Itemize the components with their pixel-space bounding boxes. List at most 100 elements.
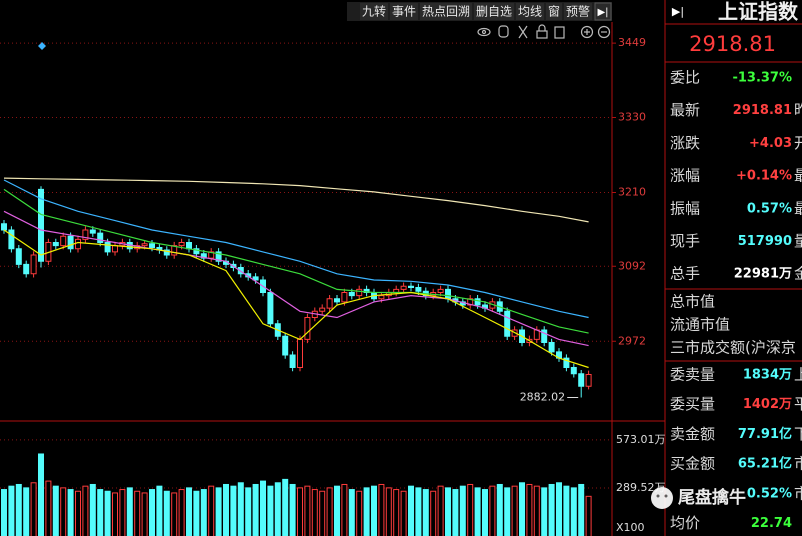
y-tick-label: 3449 (618, 36, 646, 49)
hand-icon[interactable] (498, 25, 509, 38)
row-label: 委买量 (670, 395, 715, 413)
row-label: 均价 (670, 514, 700, 532)
volume-bar (445, 487, 451, 536)
y-tick-label: 2972 (618, 334, 646, 347)
volume-bar (149, 489, 155, 536)
volume-bar (415, 487, 422, 536)
volume-bar (356, 490, 363, 536)
volume-bar (319, 490, 326, 536)
volume-bar (141, 492, 148, 536)
volume-bar (341, 483, 348, 536)
volume-tick-label: 289.52万 (616, 481, 666, 494)
candle-body (304, 317, 311, 340)
candle-body (112, 245, 118, 253)
row-label: 买金额 (670, 455, 715, 473)
toolbar-button[interactable]: 预警 (566, 4, 590, 19)
lock-icon[interactable] (536, 30, 548, 39)
volume-bar (112, 492, 118, 536)
zoom-out-icon[interactable] (597, 25, 611, 39)
volume-bar (385, 487, 392, 536)
candle-body (504, 310, 511, 337)
toolbar-button[interactable]: 窗 (548, 5, 560, 19)
volume-bar (563, 485, 570, 536)
candle-body (97, 232, 104, 243)
watermark-text: 尾盘擒牛 (678, 487, 746, 508)
zoom-in-icon[interactable] (580, 25, 594, 39)
watermark: 尾盘擒牛 (651, 487, 746, 509)
volume-bar (97, 489, 104, 536)
row-extra: 昨 (794, 101, 802, 119)
volume-bar (156, 485, 163, 536)
candle-body (75, 238, 81, 250)
row-value: 77.91亿 (738, 426, 792, 442)
volume-bar (334, 485, 340, 536)
candle-body (60, 235, 67, 247)
volume-bar (23, 487, 30, 536)
row-value: 22.74 (751, 516, 792, 531)
volume-bar (489, 485, 496, 536)
row-extra: 市 (794, 455, 802, 473)
candle-body (252, 276, 259, 281)
watermark-logo (651, 487, 673, 509)
candle-body (82, 229, 89, 240)
info-label: 三市成交额(沪深京 (670, 339, 796, 357)
volume-bar (289, 483, 296, 536)
volume-bar (533, 485, 540, 536)
volume-bar (186, 487, 192, 536)
toolbar-button[interactable]: 删自选 (476, 5, 512, 19)
candle-body (15, 248, 22, 265)
toggle-icon[interactable]: ▶| (597, 7, 608, 18)
candle-body (289, 354, 296, 368)
toolbar-button-bg[interactable] (516, 3, 544, 20)
moving-average (3, 229, 589, 369)
row-value: 0.52% (747, 486, 792, 501)
volume-bar (311, 489, 318, 536)
panel-toggle[interactable]: ▶| (672, 5, 684, 18)
toolbar-button-bg[interactable] (390, 3, 418, 20)
candle-body (215, 251, 222, 262)
toolbar-button[interactable]: 热点回溯 (422, 4, 470, 19)
scissors-icon[interactable] (518, 25, 528, 39)
row-extra: 最 (794, 167, 802, 185)
candle-body (548, 342, 555, 353)
volume-bar (38, 453, 44, 536)
row-label: 卖金额 (670, 425, 715, 443)
toolbar-button-bg[interactable] (474, 3, 514, 20)
volume-bar (408, 485, 414, 536)
toolbar-button-bg[interactable] (564, 3, 592, 20)
row-label: 涨跌 (670, 134, 700, 152)
volume-bar (15, 483, 22, 536)
row-label: 委比 (670, 69, 700, 87)
volume-bar (30, 482, 37, 536)
volume-bar (519, 482, 525, 536)
volume-bar (252, 483, 259, 536)
info-label: 总市值 (670, 293, 715, 311)
toolbar-button[interactable]: 事件 (392, 5, 416, 19)
volume-bar (230, 485, 237, 536)
volume-bar (348, 489, 355, 536)
quote-title: 上证指数 (718, 0, 799, 24)
row-extra: 金 (794, 265, 802, 283)
candle-body (171, 245, 178, 256)
row-label: 总手 (670, 265, 700, 283)
toolbar-button[interactable]: 均线 (518, 5, 542, 19)
row-value: -13.37% (732, 71, 792, 86)
row-label: 现手 (670, 232, 700, 250)
toolbar-button-bg[interactable] (546, 3, 562, 20)
volume-bar (430, 490, 437, 536)
eye-icon[interactable] (477, 27, 491, 37)
row-extra: 下 (794, 425, 802, 443)
candle-body (400, 285, 407, 290)
row-extra: 上 (794, 366, 802, 384)
toolbar-button-bg[interactable] (420, 3, 472, 20)
toolbar-toggle[interactable] (594, 2, 612, 21)
volume-bar (496, 483, 503, 536)
toolbar-button-bg[interactable] (360, 3, 388, 20)
candle-body (319, 307, 326, 312)
toolbar-button[interactable]: 九转 (362, 4, 386, 19)
volume-bar (119, 489, 126, 536)
copy-icon[interactable] (554, 26, 565, 39)
row-extra: 开 (794, 134, 802, 152)
candle-body (578, 373, 585, 387)
